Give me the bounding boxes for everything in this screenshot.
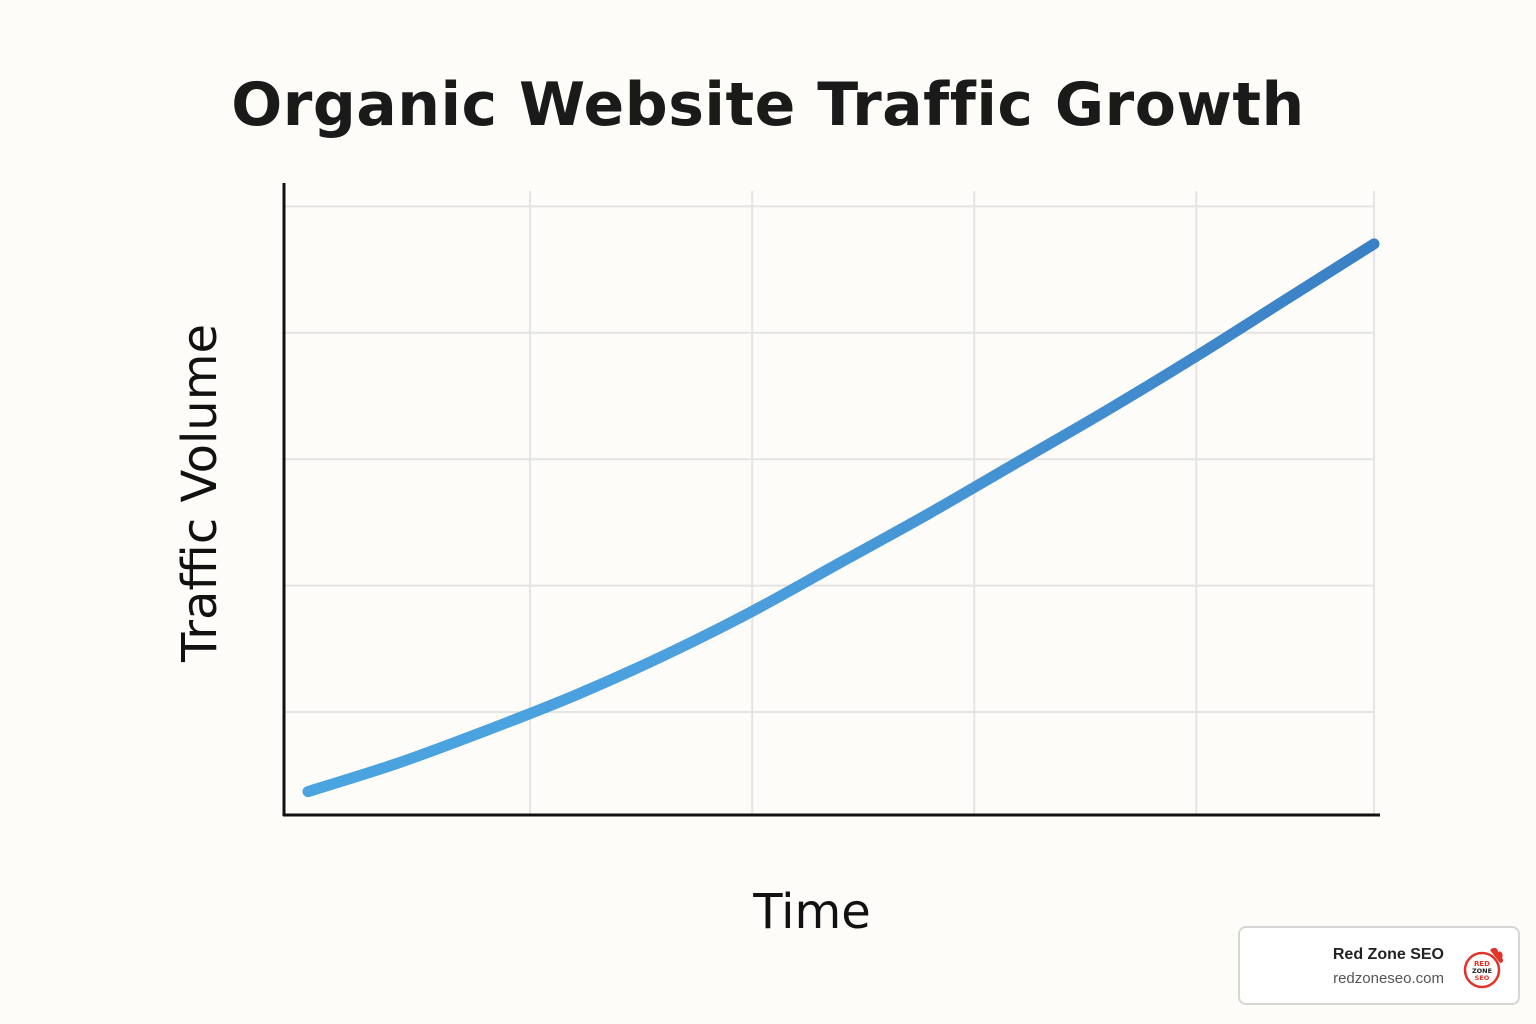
- axes: [282, 183, 1380, 817]
- y-axis-label: Traffic Volume: [172, 324, 228, 663]
- brand-badge[interactable]: Red Zone SEO redzoneseo.com RED ZONE SEO: [1238, 926, 1520, 1005]
- x-axis-label: Time: [752, 884, 870, 940]
- chart-title: Organic Website Traffic Growth: [231, 70, 1305, 140]
- svg-text:ZONE: ZONE: [1472, 967, 1492, 975]
- series-layer: [302, 238, 1380, 798]
- grid-lines: [284, 191, 1375, 815]
- series-line: [302, 238, 1380, 798]
- svg-text:RED: RED: [1474, 960, 1490, 968]
- brand-url[interactable]: redzoneseo.com: [1333, 970, 1444, 987]
- svg-text:SEO: SEO: [1475, 974, 1490, 982]
- red-zone-seo-logo-icon: RED ZONE SEO: [1463, 947, 1504, 989]
- brand-name: Red Zone SEO: [1332, 946, 1444, 963]
